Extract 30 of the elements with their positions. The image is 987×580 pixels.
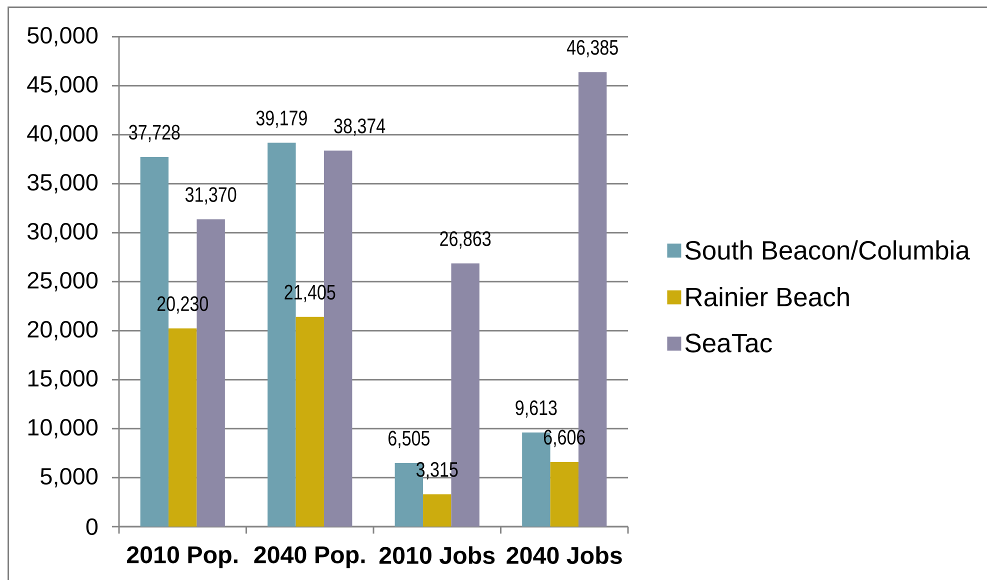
y-tick-label: 5,000 <box>40 468 98 488</box>
bar <box>168 328 197 527</box>
y-tick-label: 35,000 <box>27 174 98 194</box>
data-label: 38,374 <box>334 118 386 136</box>
bar <box>296 316 324 527</box>
y-tick-label: 45,000 <box>27 76 98 96</box>
data-label: 31,370 <box>185 187 236 204</box>
y-tick-label: 25,000 <box>28 272 98 292</box>
x-tick-label: 2040 Jobs <box>506 546 622 564</box>
legend-label: SeaTac <box>685 334 772 352</box>
data-label: 46,385 <box>566 40 618 58</box>
x-tick-label: 2010 Pop. <box>126 546 238 568</box>
y-tick-label: 30,000 <box>27 222 98 242</box>
legend-label: South Beacon/Columbia <box>685 240 970 260</box>
legend-label: Rainier Beach <box>686 286 849 306</box>
bar <box>550 462 578 527</box>
x-tick-label: 2040 Pop. <box>254 546 365 568</box>
data-label: 6,505 <box>388 430 430 448</box>
data-label: 9,613 <box>516 400 557 418</box>
y-tick-label: 10,000 <box>28 418 98 438</box>
data-label: 37,728 <box>129 124 180 142</box>
x-tick-label: 2010 Jobs <box>379 546 495 564</box>
y-tick-label: 0 <box>86 518 98 536</box>
data-label: 26,863 <box>440 231 491 249</box>
y-tick-label: 20,000 <box>28 320 98 340</box>
y-tick-label: 15,000 <box>28 370 98 390</box>
y-tick-label: 50,000 <box>28 26 98 46</box>
data-label: 39,179 <box>256 110 307 128</box>
y-tick-label: 40,000 <box>27 124 98 144</box>
bar <box>423 494 452 527</box>
